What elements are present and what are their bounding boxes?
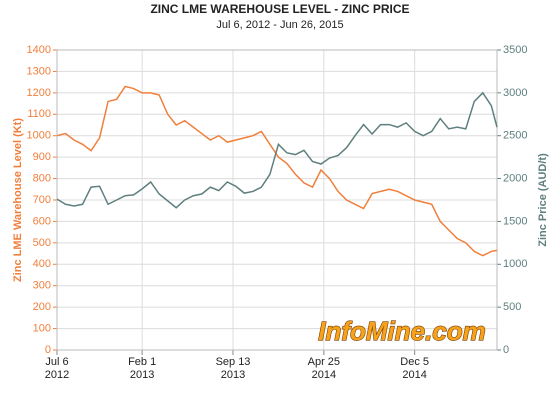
x-tick-label: Feb 1: [128, 356, 156, 368]
y-tick-label: 400: [33, 258, 51, 270]
x-tick-label: Dec 5: [400, 356, 429, 368]
y-tick-label: 0: [45, 344, 51, 356]
y2-axis-label: Zinc Price (AUD/t): [537, 153, 549, 247]
y-axis-label: Zinc LME Warehouse Level (Kt): [12, 118, 24, 282]
y2-tick-label: 3000: [503, 87, 527, 99]
y-tick-label: 700: [33, 194, 51, 206]
y2-tick-label: 2500: [503, 130, 527, 142]
y2-tick-label: 0: [503, 344, 509, 356]
x-tick-label: 2014: [402, 369, 426, 381]
y-tick-label: 1300: [27, 65, 51, 77]
y-tick-label: 600: [33, 215, 51, 227]
y-tick-label: 800: [33, 172, 51, 184]
y-tick-label: 1400: [27, 44, 51, 56]
x-tick-label: Apr 25: [308, 356, 340, 368]
y2-tick-label: 3500: [503, 44, 527, 56]
y-tick-label: 100: [33, 322, 51, 334]
y-tick-label: 900: [33, 151, 51, 163]
series-line: [56, 85, 498, 257]
watermark: InfoMine.com: [318, 316, 486, 346]
y-tick-label: 1000: [27, 130, 51, 142]
y2-tick-label: 1000: [503, 258, 527, 270]
y2-tick-label: 1500: [503, 215, 527, 227]
x-tick-label: Sep 13: [216, 356, 251, 368]
chart-subtitle: Jul 6, 2012 - Jun 26, 2015: [216, 19, 343, 31]
x-tick-label: Jul 6: [45, 356, 68, 368]
y-tick-label: 200: [33, 301, 51, 313]
y2-tick-label: 2000: [503, 172, 527, 184]
x-tick-label: 2013: [221, 369, 245, 381]
chart-title: ZINC LME WAREHOUSE LEVEL - ZINC PRICE: [150, 2, 409, 16]
x-tick-label: 2013: [130, 369, 154, 381]
y-tick-label: 500: [33, 237, 51, 249]
x-tick-label: 2012: [45, 369, 69, 381]
series-line: [56, 91, 498, 209]
y-tick-label: 1200: [27, 87, 51, 99]
y-tick-label: 300: [33, 280, 51, 292]
y-tick-label: 1100: [27, 108, 51, 120]
y2-tick-label: 500: [503, 301, 521, 313]
x-tick-label: 2014: [312, 369, 336, 381]
